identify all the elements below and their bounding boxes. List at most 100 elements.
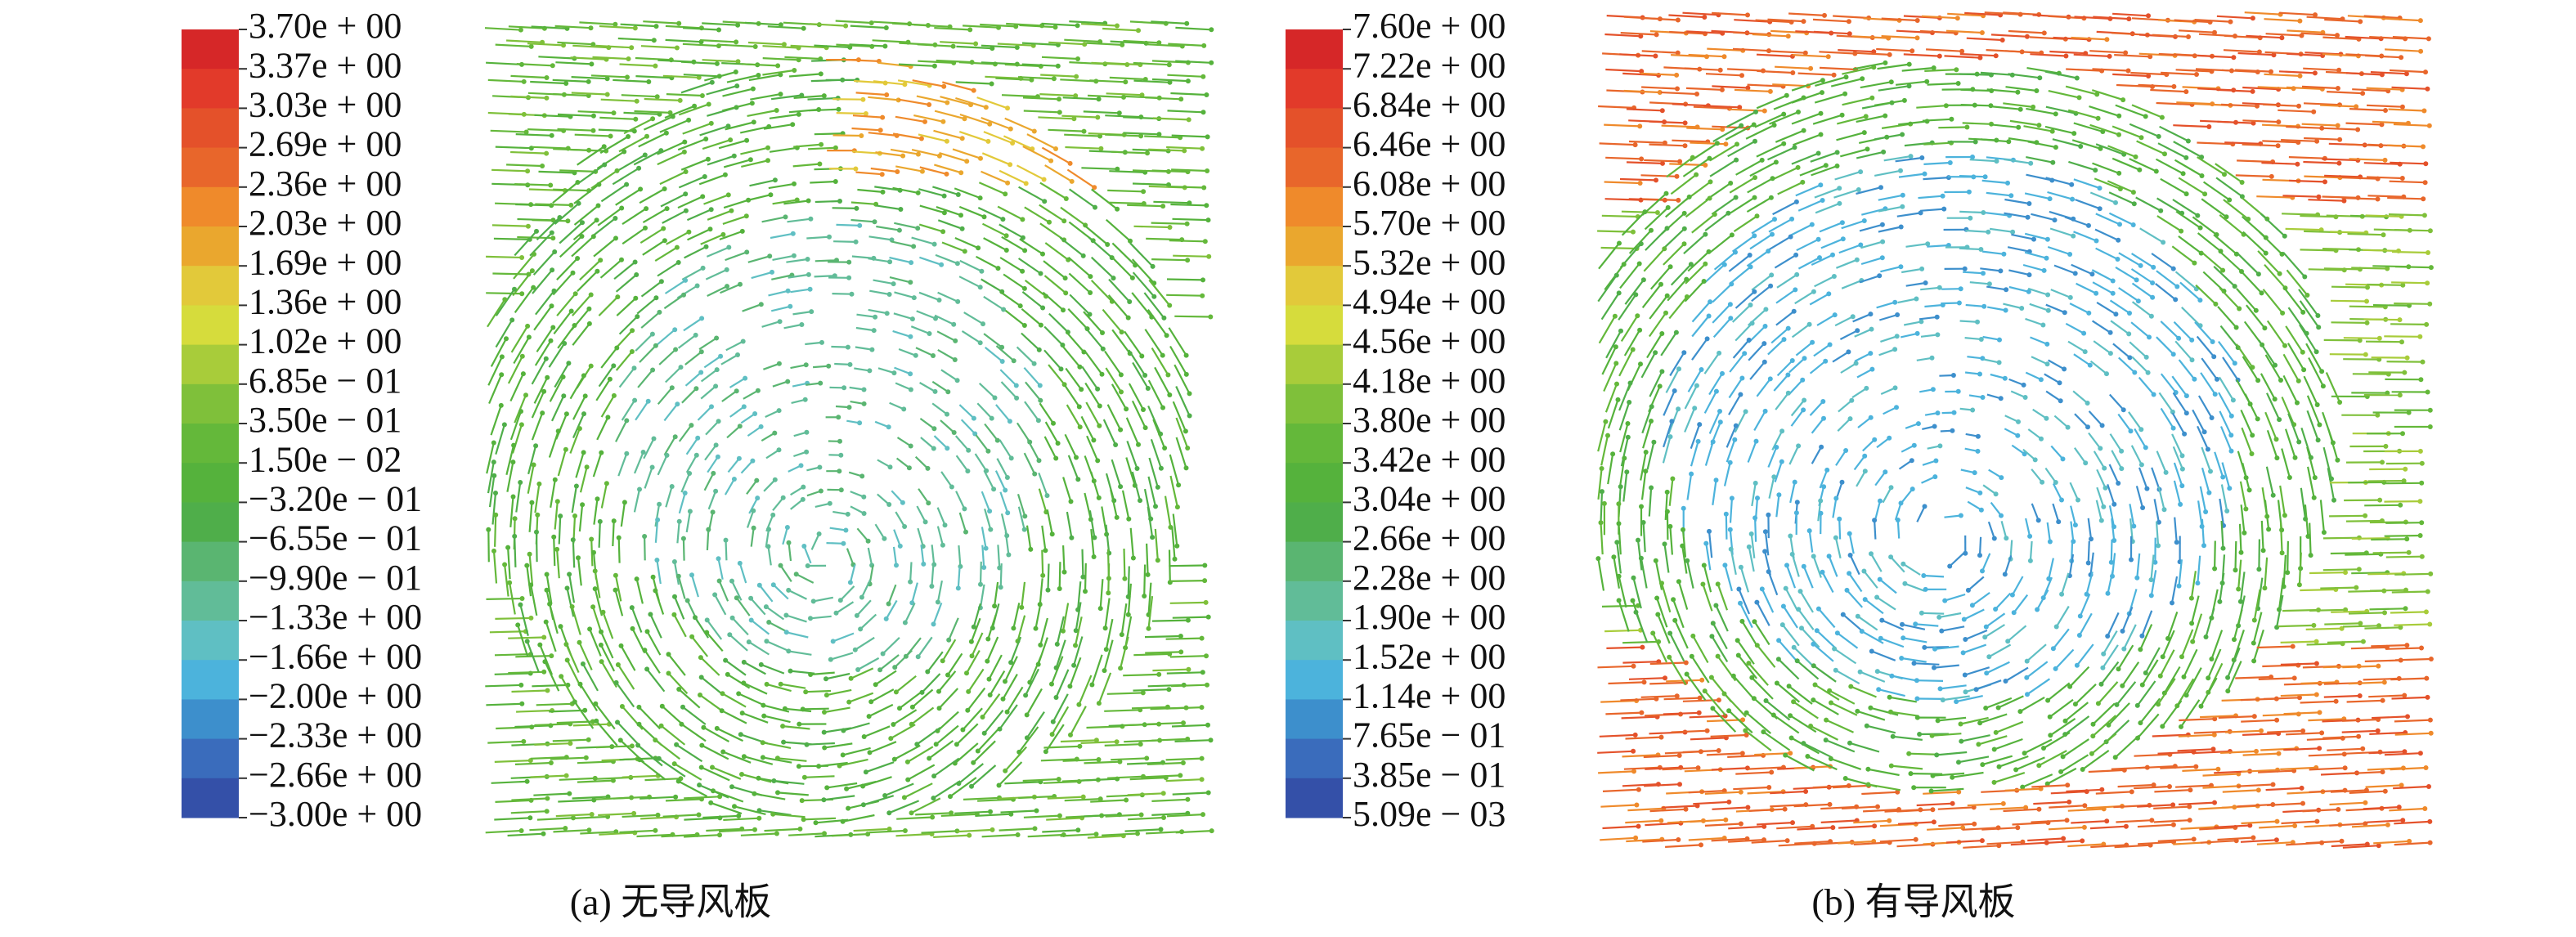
- vector: [1111, 329, 1131, 354]
- vector: [633, 451, 644, 474]
- vector: [1151, 258, 1188, 262]
- vector: [1811, 446, 1823, 464]
- vector-head: [981, 214, 987, 220]
- vector-head: [512, 516, 518, 522]
- vector-head: [1993, 53, 1999, 59]
- vector-head: [680, 704, 685, 710]
- vector-head: [1038, 642, 1043, 648]
- vector: [2286, 269, 2309, 296]
- vector-head: [940, 119, 946, 124]
- vector: [620, 645, 636, 671]
- vector: [1105, 367, 1122, 392]
- vector: [750, 598, 766, 616]
- vector: [486, 255, 523, 259]
- vector-head: [986, 676, 992, 682]
- vector-head: [726, 244, 732, 250]
- vector-head: [2044, 236, 2050, 242]
- vector-head: [2176, 583, 2182, 589]
- vector-head: [1864, 385, 1869, 391]
- vector-head: [2295, 161, 2300, 167]
- vector-head: [2180, 171, 2186, 177]
- vector-head: [1781, 111, 1787, 117]
- vector: [1728, 254, 1751, 272]
- vector: [1607, 399, 1619, 429]
- vector: [2394, 229, 2430, 232]
- vector-head: [1087, 312, 1093, 317]
- vector: [938, 688, 959, 710]
- vector-head: [1993, 607, 1999, 612]
- vector: [1834, 537, 1842, 559]
- vector-head: [695, 435, 701, 441]
- vector-head: [509, 317, 515, 323]
- vector-head: [2097, 206, 2103, 212]
- vector-head: [2427, 228, 2433, 234]
- vector-head: [1940, 193, 1945, 199]
- vector: [2260, 520, 2264, 551]
- vector: [1110, 40, 1147, 44]
- vector: [972, 603, 981, 628]
- vector-head: [2134, 575, 2140, 581]
- vector-head: [1978, 247, 1984, 252]
- vector-head: [915, 226, 921, 231]
- vector-head: [2256, 567, 2262, 572]
- vector: [1812, 556, 1822, 578]
- vector: [617, 37, 654, 42]
- vector: [956, 828, 993, 833]
- vector-head: [2239, 194, 2245, 200]
- vector: [1065, 146, 1102, 150]
- vector: [2370, 71, 2407, 75]
- vector: [1048, 312, 1069, 333]
- vector-head: [683, 277, 689, 283]
- vector-head: [971, 760, 976, 765]
- vector-head: [1183, 371, 1189, 377]
- vector: [577, 558, 582, 586]
- vector: [2242, 231, 2267, 254]
- vector: [780, 683, 806, 689]
- vector-head: [1183, 465, 1189, 471]
- vector-head: [827, 500, 832, 506]
- vector-head: [549, 653, 554, 659]
- vector: [731, 617, 749, 636]
- vector: [1147, 582, 1152, 615]
- vector: [981, 693, 1001, 718]
- vector-head: [632, 25, 638, 31]
- vector: [1044, 164, 1073, 182]
- vector: [877, 493, 890, 505]
- vector: [1174, 739, 1211, 742]
- vector-head: [1719, 87, 1725, 92]
- vector-head: [1906, 83, 1912, 89]
- vector-head: [650, 367, 656, 373]
- vector-head: [817, 161, 823, 167]
- vector: [911, 149, 940, 157]
- vector: [2300, 32, 2338, 37]
- vector: [995, 77, 1032, 81]
- vector-head: [1717, 409, 1722, 414]
- vector-head: [845, 511, 850, 517]
- vector: [1166, 814, 1204, 818]
- vector: [2173, 321, 2192, 341]
- vector: [511, 689, 548, 693]
- vector: [1704, 212, 1730, 231]
- vector: [1641, 406, 1653, 434]
- vector-head: [1717, 350, 1722, 356]
- vector-head: [791, 253, 797, 258]
- vector: [2240, 270, 2263, 294]
- vector: [2282, 213, 2318, 216]
- vector: [2385, 48, 2421, 52]
- vector-head: [1697, 422, 1703, 428]
- vector: [723, 817, 760, 821]
- vector-head: [908, 280, 913, 285]
- vector: [1729, 498, 1733, 523]
- vector-head: [2297, 73, 2303, 78]
- vector: [2131, 104, 2163, 119]
- vector: [569, 428, 581, 454]
- vector: [2074, 16, 2111, 20]
- vector-head: [988, 809, 993, 814]
- vector-head: [2053, 145, 2058, 150]
- vector-head: [2308, 553, 2313, 558]
- vector: [1029, 655, 1043, 683]
- vector: [782, 527, 788, 545]
- vector: [674, 763, 702, 781]
- vector: [1041, 549, 1044, 576]
- vector: [1111, 459, 1122, 487]
